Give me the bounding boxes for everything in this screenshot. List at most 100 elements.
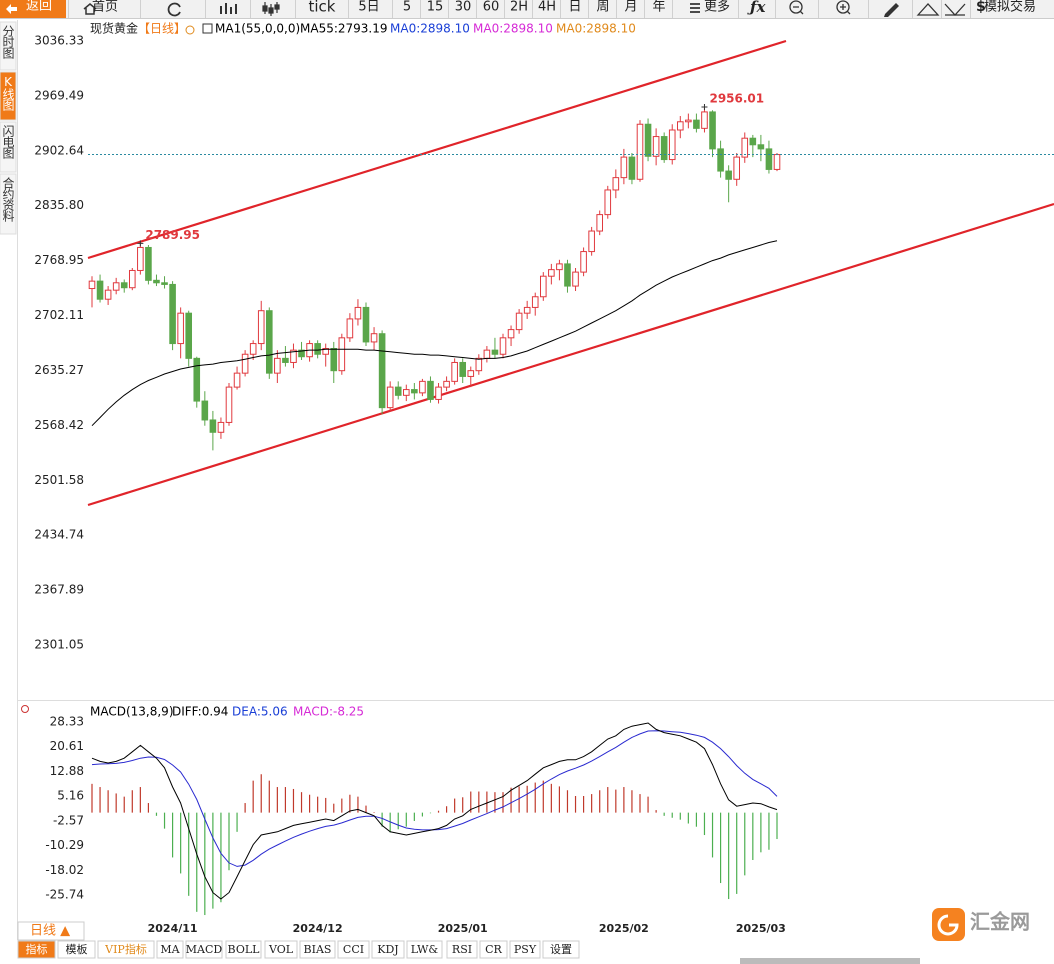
y-tick-label: 2501.58 [34,473,84,487]
bottom-tab[interactable] [225,940,262,959]
candle-body [362,306,370,343]
toolbar-item[interactable]: 60 [483,0,500,15]
y-tick-label: 2768.95 [34,253,84,267]
candle-body [483,349,491,359]
candle-body [346,318,354,339]
candle-body [564,263,571,287]
toolbar-item[interactable]: 更多 [704,0,730,15]
candle-body [588,230,595,253]
candle-body [265,310,273,374]
candle-body [741,137,749,158]
high-label: 2789.95 [145,228,200,242]
y-tick-label: 2969.49 [34,88,84,102]
bottom-tab[interactable] [406,940,443,959]
settings-icon[interactable] [185,25,195,35]
toolbar-item[interactable]: 15 [427,0,444,15]
side-tab[interactable] [0,71,17,121]
down-icon[interactable] [944,3,966,16]
toolbar-item[interactable]: 月 [624,0,637,15]
candle-body [314,343,321,355]
y-tick-label: -2.57 [53,813,84,827]
fx-icon[interactable]: ƒx [747,0,766,16]
candle-body [386,386,394,409]
toolbar-item[interactable]: 4H [538,0,556,15]
toolbar-item[interactable]: 年 [652,0,665,15]
bottom-tab[interactable] [57,940,96,959]
macd-settings-icon[interactable] [21,705,29,713]
bottom-tab[interactable] [446,940,478,959]
refresh-icon [167,2,181,17]
bottom-tab[interactable] [371,940,405,959]
bottom-tab[interactable] [97,940,155,959]
up-icon[interactable] [916,3,940,16]
candle-body [765,148,773,170]
y-tick-label: 2902.64 [34,143,84,157]
bottom-tab-label: CR [485,943,502,956]
candle-body [604,189,612,216]
diff-line [91,722,778,900]
high-marker [701,103,708,110]
candle-body [225,386,233,423]
candle-body [725,170,732,180]
candle-body [539,275,547,298]
toolbar-item[interactable]: 首页 [92,0,118,15]
toolbar-item[interactable]: 模拟交易 [984,0,1036,15]
candle-body [717,148,724,172]
candle-body [201,400,209,421]
candle-body [193,357,201,402]
indicator-label: DEA:5.06 [232,705,288,719]
bottom-tab[interactable] [17,940,56,959]
toolbar-item[interactable]: 5日 [358,0,379,15]
indicator-label: MACD(13,8,9) [90,705,174,719]
toolbar-item[interactable]: 2H [510,0,528,15]
bottom-tab[interactable] [185,940,223,959]
bottom-tab-label: BOLL [228,943,261,956]
bottom-tab-label: LW& [411,943,439,956]
high-marker [137,240,144,247]
back-button[interactable] [0,0,66,18]
side-tab[interactable] [0,121,17,173]
toolbar-item[interactable]: tick [309,0,336,16]
bottom-tab[interactable] [156,940,184,959]
bottom-tab[interactable] [264,940,298,959]
candle-body [104,289,112,300]
scrollbar[interactable] [740,958,920,964]
toolbar-item[interactable]: 日 [568,0,581,15]
zoom-in-icon[interactable] [836,0,850,14]
candle-body [628,156,636,180]
toolbar-item[interactable]: 30 [455,0,472,15]
toolbar-item[interactable]: 周 [596,0,609,15]
x-tick-label: 2025/02 [599,922,649,935]
side-tab[interactable] [0,173,17,235]
candle-body [644,123,652,157]
bottom-tab[interactable] [299,940,336,959]
y-tick-label: 5.16 [57,789,84,803]
side-tab[interactable] [0,21,17,71]
x-tick-label: 2024/12 [293,922,343,935]
bottom-tab-label: MA [160,943,180,956]
candle-body [580,251,587,273]
candle-body [660,136,668,161]
high-label: 2956.01 [709,91,764,105]
candle-body [411,389,418,394]
candle-body [709,111,716,150]
bottom-tab[interactable] [542,940,580,959]
candle-body [685,119,692,123]
bottom-tab[interactable] [479,940,508,959]
bottom-tab-label: KDJ [377,943,398,956]
bottom-tab[interactable] [509,940,541,959]
zoom-out-icon[interactable] [789,0,803,14]
candle-body [620,156,628,179]
dollar-icon: $ [976,0,986,15]
bottom-tab[interactable] [337,940,370,959]
bottom-tab-label: CCI [343,943,364,956]
y-tick-label: 2434.74 [34,528,84,542]
toolbar-item[interactable]: 5 [403,0,411,15]
candle-body [749,137,757,146]
draw-icon[interactable] [884,3,899,17]
bottom-tab-label: VIP指标 [104,942,147,956]
period-button[interactable] [17,921,85,941]
indicator-label: MA0:2898.10 [390,22,470,36]
candle-body [88,280,96,290]
x-tick-label: 2025/01 [438,922,488,935]
